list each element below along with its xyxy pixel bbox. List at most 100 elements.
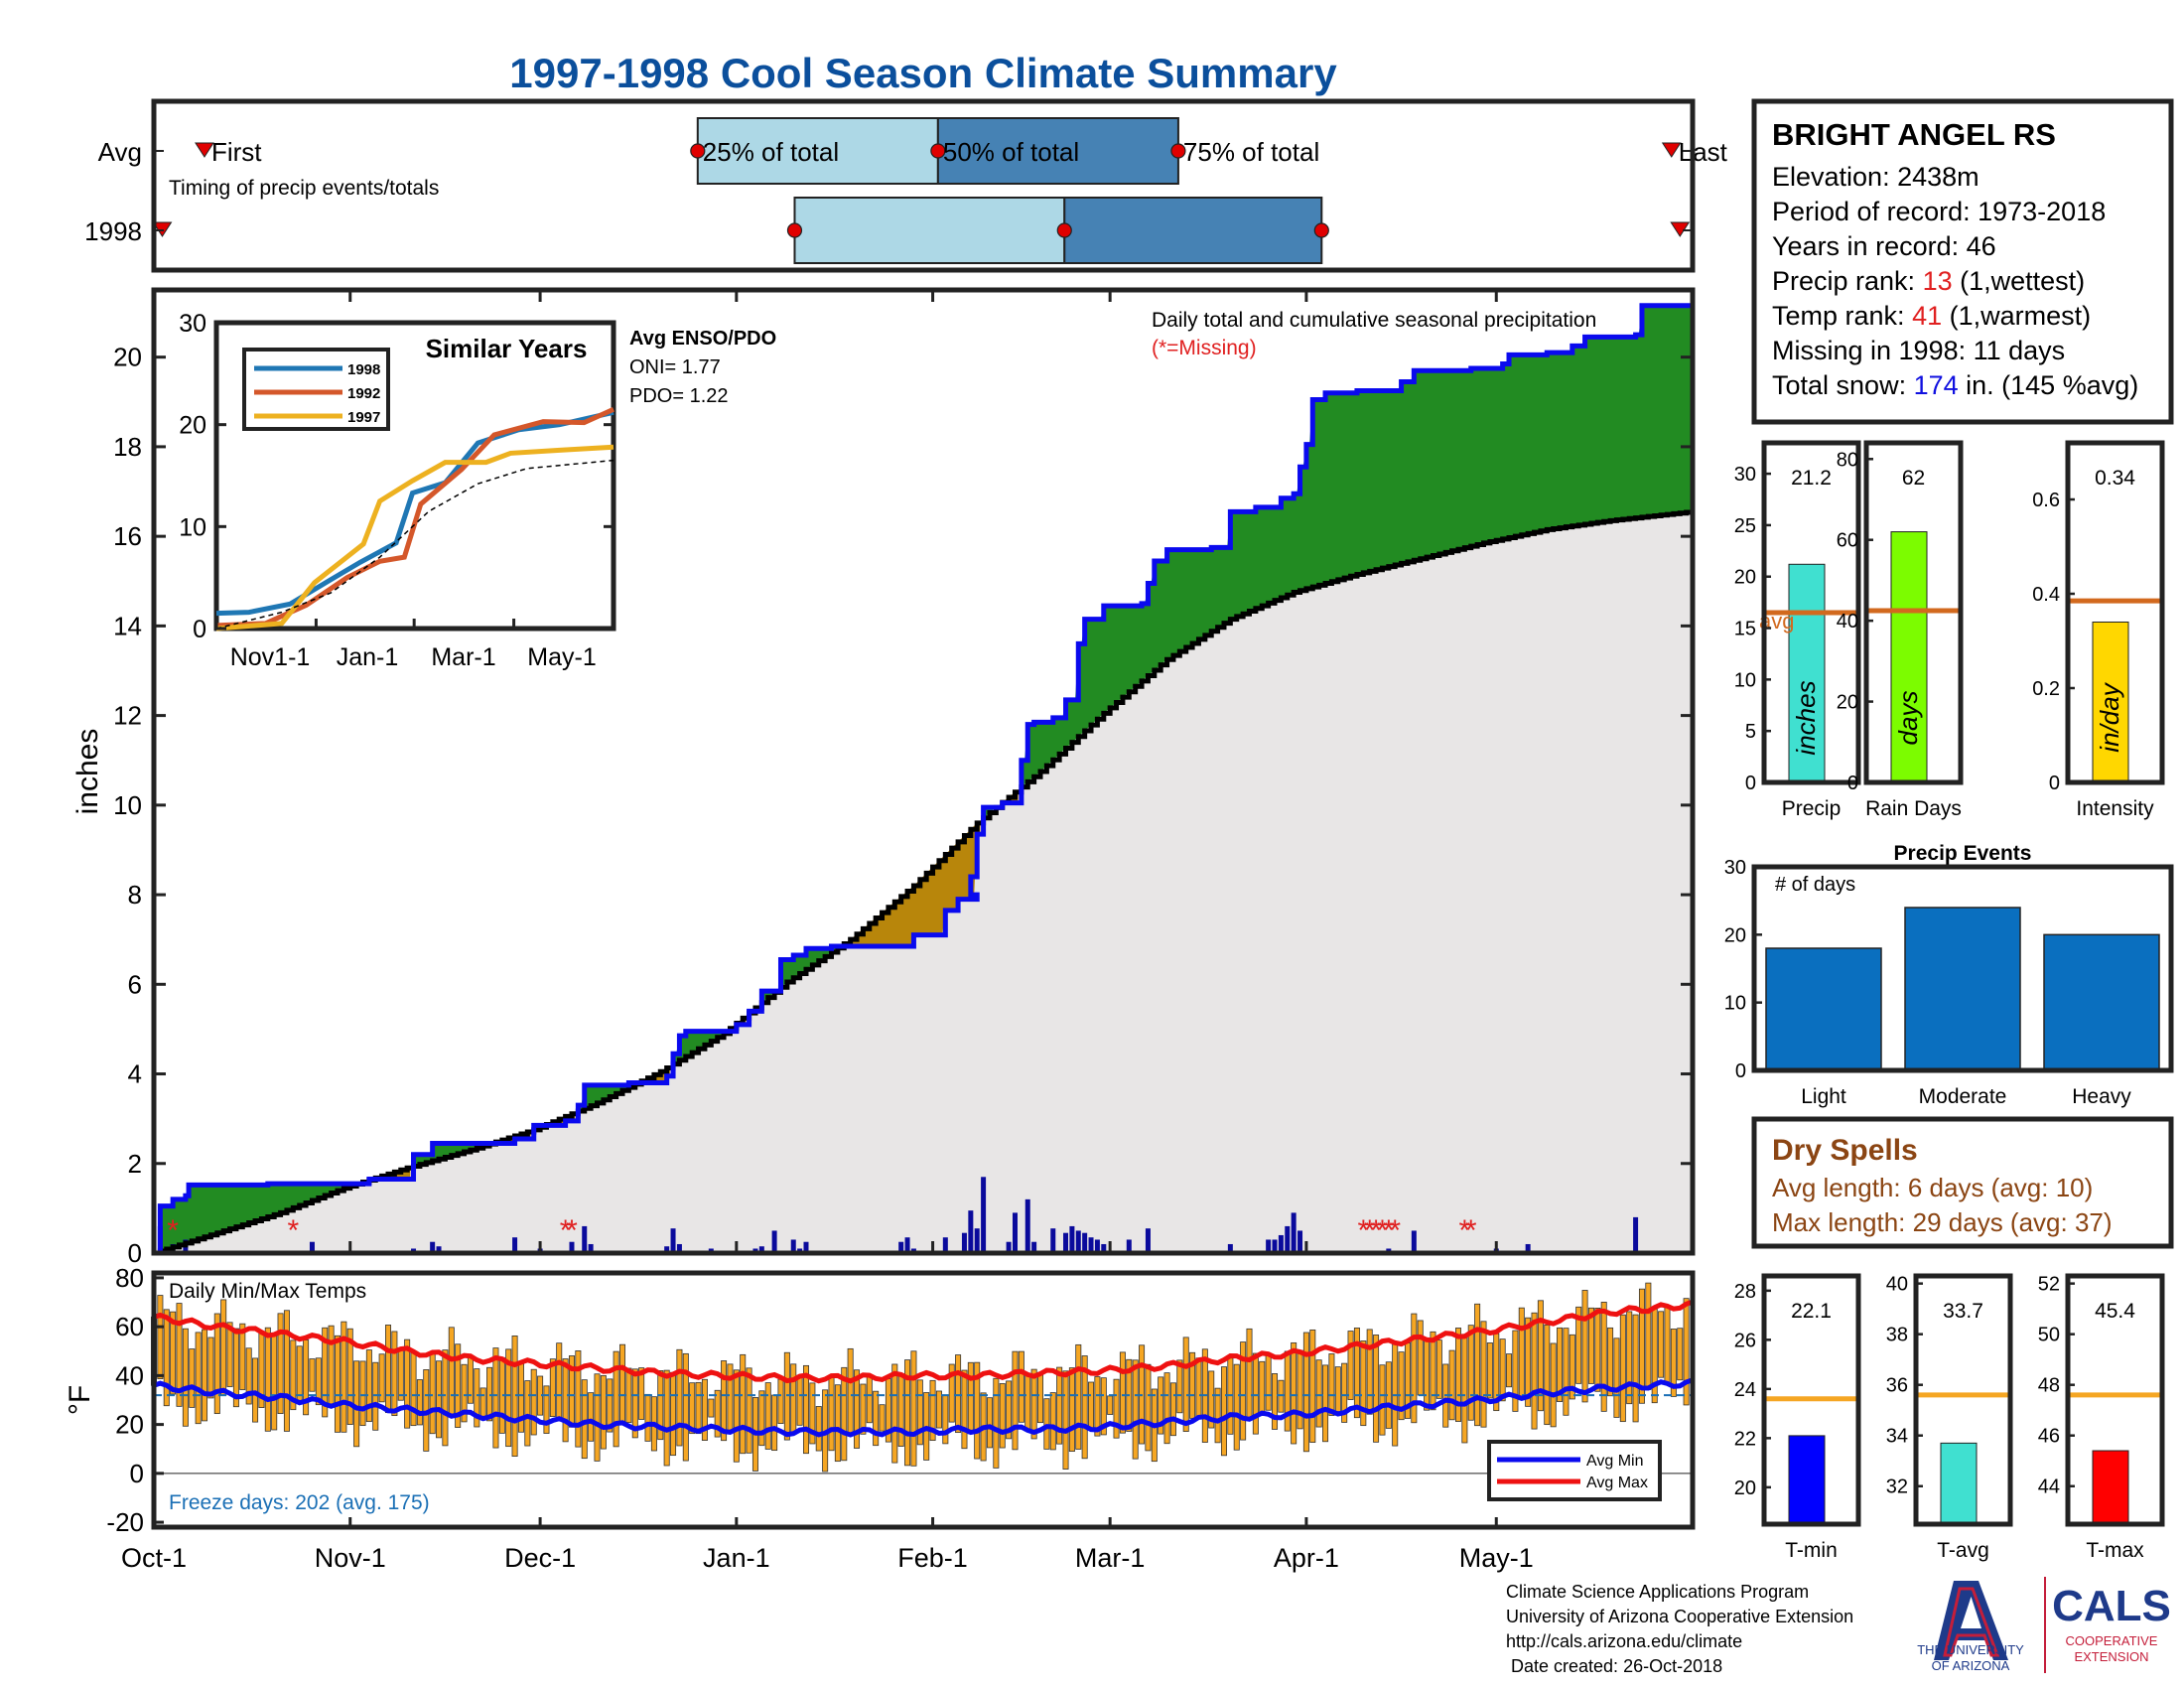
daily-temp-bar: [252, 1357, 259, 1423]
daily-temp-bar: [613, 1350, 619, 1448]
event-bar-moderate: [1904, 907, 2021, 1071]
q75-label: 75% of total: [1183, 137, 1319, 167]
event-bar-light: [1765, 947, 1882, 1071]
station-period: Period of record: 1973-2018: [1772, 197, 2106, 226]
temp-rank-value: 41: [1912, 301, 1942, 331]
below-average-area: [637, 1065, 670, 1083]
daily-temp-bar: [1594, 1308, 1601, 1392]
daily-precip-bar: [676, 1243, 682, 1253]
daily-temp-bar: [733, 1369, 740, 1463]
missing-marker: *: [566, 1214, 578, 1247]
daily-temp-bar: [948, 1363, 955, 1423]
daily-temp-bar: [879, 1404, 886, 1432]
month-label: Dec-1: [504, 1543, 576, 1573]
daily-temp-bar: [802, 1364, 809, 1455]
footer-line2: University of Arizona Cooperative Extens…: [1506, 1607, 1853, 1626]
tsum-value: 33.7: [1943, 1300, 1983, 1323]
month-label: Feb-1: [897, 1543, 968, 1573]
tsum-bar-1: [1940, 1442, 1978, 1525]
daily-temp-bar: [916, 1379, 923, 1446]
daily-temp-bar: [758, 1390, 765, 1447]
totals-ytick-label: 10: [1734, 669, 1756, 691]
enso-title: Avg ENSO/PDO: [629, 328, 776, 350]
daily-temp-bar: [1309, 1329, 1316, 1444]
daily-temp-bar: [1291, 1341, 1297, 1445]
daily-temp-bar: [1518, 1307, 1525, 1401]
similar-years-inset: 0 10 20 30 Nov1-1 Jan-1 Mar-1 May-1 Similar Year…: [179, 310, 616, 671]
daily-temp-bar: [372, 1361, 379, 1431]
precip-ytick-label: 4: [128, 1059, 142, 1089]
missing-marker: *: [1465, 1214, 1477, 1247]
daily-temp-bar: [189, 1348, 196, 1408]
precip-frame: [151, 287, 1696, 1256]
daily-precip-bar: [1266, 1239, 1272, 1253]
daily-temp-bar: [455, 1343, 462, 1428]
footer-line3: http://cals.arizona.edu/climate: [1506, 1631, 1742, 1651]
daily-temp-bar: [1214, 1387, 1221, 1444]
daily-temp-bar: [1012, 1350, 1019, 1451]
inset-xtick-label: Mar-1: [431, 643, 495, 671]
daily-temp-bar: [474, 1368, 480, 1428]
daily-temp-bar: [689, 1382, 696, 1435]
daily-temp-bar: [854, 1369, 861, 1449]
daily-temp-bar: [1537, 1300, 1544, 1412]
precip-rank-label: Precip rank:: [1772, 266, 1923, 296]
temp-summary-panels: 22.1 20 22 24 26 28 T-min 33.7 32 34 36 38 40 T-avg 45…: [1734, 1273, 2165, 1562]
daily-temp-bar: [1531, 1312, 1538, 1430]
daily-temp-bar: [315, 1357, 322, 1406]
daily-precip-bar: [758, 1246, 764, 1253]
event-bar-heavy: [2043, 933, 2160, 1071]
daily-temp-bar: [847, 1347, 854, 1435]
inset-ytick-label: 10: [179, 513, 206, 541]
precip-ytick-label: 6: [128, 969, 142, 999]
daily-temp-bar: [588, 1392, 595, 1442]
daily-temp-bar: [1600, 1302, 1607, 1412]
daily-temp-bar: [935, 1390, 942, 1429]
inset-legend-label: 1998: [347, 361, 380, 378]
daily-temp-bar: [625, 1367, 632, 1424]
daily-precip-bar: [1297, 1230, 1303, 1253]
events-title: Precip Events: [1894, 842, 2032, 865]
events-ytick-label: 30: [1724, 857, 1746, 879]
daily-temp-bar: [1411, 1313, 1418, 1424]
dry-spells-max: Max length: 29 days (avg: 37): [1772, 1207, 2113, 1237]
avg-last-marker: [1661, 142, 1682, 158]
daily-temp-bar: [524, 1380, 531, 1447]
daily-temp-bar: [1645, 1282, 1652, 1390]
daily-temp-bar: [1454, 1328, 1461, 1422]
daily-temp-bar: [1006, 1380, 1013, 1440]
daily-precip-bar: [1069, 1225, 1075, 1253]
daily-temp-bar: [897, 1373, 904, 1447]
daily-temp-bar: [1658, 1311, 1665, 1378]
tsum-ytick-label: 28: [1734, 1281, 1756, 1303]
inset-legend-label: 1997: [347, 409, 380, 426]
daily-temp-bar: [1075, 1343, 1082, 1450]
daily-temp-bar: [195, 1332, 202, 1425]
footer: Climate Science Applications Program Uni…: [1506, 1577, 2171, 1676]
inset-legend-label: 1992: [347, 385, 380, 402]
daily-temp-bar: [1544, 1324, 1551, 1426]
month-label: Mar-1: [1075, 1543, 1146, 1573]
precip-annotation: Daily total and cumulative seasonal prec…: [1152, 309, 1596, 332]
daily-temp-bar: [828, 1376, 835, 1452]
totals-ytick-label: 20: [1837, 692, 1858, 714]
legend-avg-min-label: Avg Min: [1586, 1453, 1644, 1470]
daily-temp-bar: [1163, 1372, 1170, 1445]
daily-temp-bar: [264, 1327, 271, 1432]
daily-temp-bar: [714, 1389, 721, 1438]
daily-temp-bar: [619, 1343, 626, 1423]
daily-temp-bar: [1297, 1349, 1303, 1430]
daily-temp-bar: [783, 1351, 790, 1441]
daily-precip-bar: [942, 1237, 948, 1253]
daily-temp-bar: [993, 1377, 1000, 1469]
daily-temp-bar: [296, 1345, 303, 1402]
station-box: BRIGHT ANGEL RS Elevation: 2438m Period …: [1751, 98, 2174, 425]
daily-temp-bar: [271, 1334, 278, 1431]
daily-temp-bar: [245, 1347, 252, 1405]
timing-row-avg: Avg: [98, 137, 142, 167]
dry-spells-frame: [1751, 1116, 2174, 1249]
daily-temp-bar: [1461, 1334, 1468, 1444]
precip-rank-note: (1,wettest): [1953, 266, 2086, 296]
daily-temp-bar: [1619, 1314, 1626, 1423]
daily-temp-bar: [436, 1360, 443, 1439]
